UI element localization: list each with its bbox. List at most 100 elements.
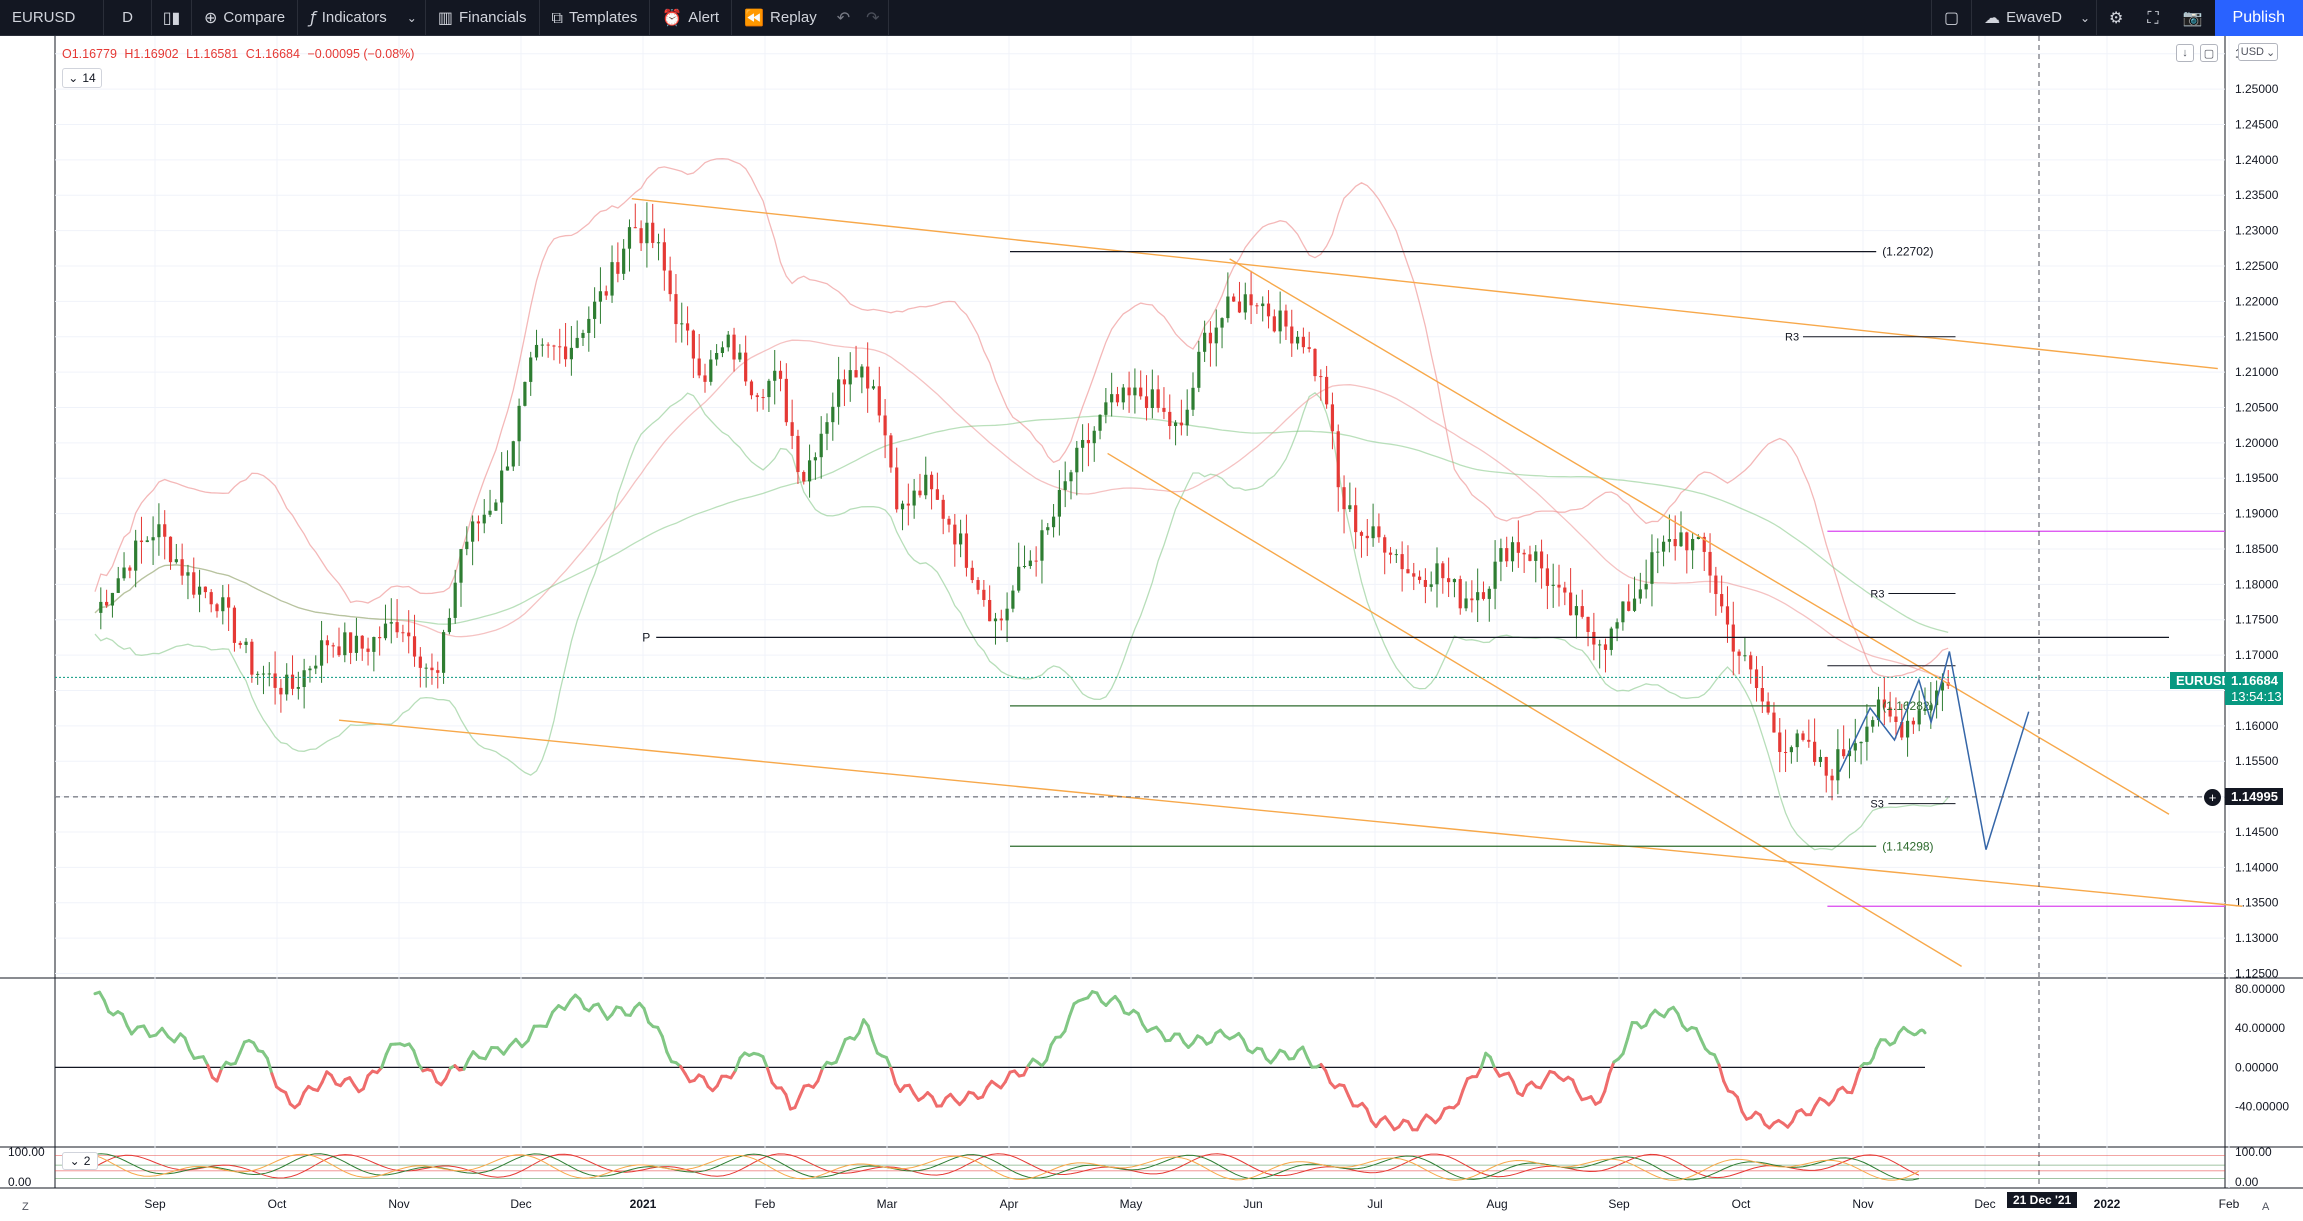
layout-toggle[interactable]: ▢ [1931,0,1973,36]
candle-body [1499,548,1503,562]
price-tick-label: 1.18500 [2235,542,2279,556]
candle-body [598,291,603,302]
time-tick-label: Jun [1243,1197,1262,1211]
currency-select[interactable]: USD ⌄ [2238,43,2278,61]
candle-body [192,572,196,595]
candle-body [1842,749,1846,757]
compare-button[interactable]: ⊕ Compare [192,0,299,36]
osc-segment [1342,1084,1351,1098]
price-tick-label: 1.19500 [2235,471,2279,485]
osc-segment [1694,1027,1703,1041]
interval-button[interactable]: D [104,0,152,36]
lower-band-line [94,391,1949,851]
candle-body [587,318,591,333]
bar-chart-icon: ▥ [437,8,453,27]
level-label: (1.14298) [1882,839,1933,853]
osc-segment [866,1024,875,1043]
fullscreen-button[interactable]: ⛶ [2135,0,2170,36]
candle-body [773,370,777,381]
osc-segment [265,1056,274,1076]
scroll-to-latest-button[interactable]: ↓ [2176,44,2194,62]
chart-canvas[interactable]: 1.255001.250001.245001.240001.235001.230… [0,36,2303,1221]
candle-body [482,514,486,524]
candle-body [244,641,248,645]
candle-body [1255,305,1259,307]
price-tick-label: 1.20500 [2235,400,2279,414]
osc-segment [834,1049,843,1064]
candle-body [668,270,672,295]
candle-body [1795,733,1799,748]
publish-button[interactable]: Publish [2214,0,2303,36]
oscillator-collapse-toggle[interactable]: ⌄ 2 [62,1152,98,1170]
symbol-search[interactable]: EURUSD [0,0,104,36]
candle-body [1464,598,1468,609]
chart-type-button[interactable]: ▯▮ [152,0,192,36]
osc-segment [1853,1072,1860,1086]
osc-segment [297,1091,306,1106]
candle-body [471,521,475,542]
alert-button[interactable]: ⏰ Alert [650,0,733,36]
candle-body [1261,303,1265,307]
financials-button[interactable]: ▥ Financials [426,0,540,36]
price-tick-label: 1.23500 [2235,188,2279,202]
osc-segment [1809,1104,1817,1117]
candle-body [964,533,969,568]
chart-area[interactable]: 1.255001.250001.245001.240001.235001.230… [0,36,2303,1221]
candle-body [546,344,550,346]
candle-body [1685,532,1689,551]
candle-body [163,524,167,537]
candle-body [1534,551,1538,561]
cloud-icon: ☁ [1984,8,2001,27]
osc-segment [1571,1078,1579,1093]
candle-body [453,582,457,618]
crosshair-price-tag: 1.14995 [2225,788,2283,805]
candle-body [1638,589,1642,599]
candle-body [1115,394,1120,403]
indicators-dropdown[interactable]: ⌄ [399,0,426,36]
candle-body [1865,726,1869,742]
candle-body [1220,318,1224,328]
osc-segment [483,1046,493,1061]
candle-body [848,370,852,385]
layout-name-button[interactable]: ☁ EwaveD [1972,0,2074,36]
chevron-down-icon: ⌄ [69,1154,80,1168]
indicators-button[interactable]: ƒ Indicators [298,0,399,36]
candle-body [389,622,393,624]
osc-segment [656,1025,664,1038]
osc-segment [1136,1011,1145,1026]
crosshair-add-button[interactable]: + [2204,789,2221,806]
osc-segment [857,1018,866,1035]
zoom-left-label[interactable]: Z [22,1201,29,1213]
templates-button[interactable]: ⧉ Templates [540,0,651,36]
osc-segment [462,1057,471,1071]
undo-button[interactable]: ↶ [829,0,858,36]
candle-body [459,549,463,583]
snapshot-button[interactable]: 📷 [2171,0,2215,36]
price-tick-label: 1.23000 [2235,224,2279,238]
candle-body [1923,710,1927,712]
arrow-down-icon: ↓ [2182,47,2188,59]
osc-segment [125,1023,134,1036]
settings-button[interactable]: ⚙ [2096,0,2135,36]
candle-body [1656,551,1660,553]
layout-dropdown[interactable]: ⌄ [2074,0,2096,36]
maximize-pane-button[interactable]: ▢ [2200,44,2218,62]
candle-body [1563,587,1567,593]
candle-body [842,379,847,385]
candle-body [1871,720,1875,727]
osc-segment [784,1092,792,1111]
price-tick-label: 1.22500 [2235,259,2279,273]
candle-body [1720,594,1724,607]
candle-body [622,248,626,274]
osc-segment [1722,1079,1730,1093]
replay-button[interactable]: ⏪ Replay [732,0,829,36]
price-tick-label: 1.13000 [2235,931,2279,945]
redo-button[interactable]: ↷ [858,0,889,36]
auto-scale-label[interactable]: A [2262,1201,2270,1213]
maximize-icon: ▢ [2203,47,2215,60]
candle-body [1615,622,1619,629]
indicators-collapse-toggle[interactable]: ⌄ 14 [62,68,102,88]
candle-body [1644,583,1648,590]
candle-body [616,262,620,274]
osc-segment [514,1037,524,1049]
